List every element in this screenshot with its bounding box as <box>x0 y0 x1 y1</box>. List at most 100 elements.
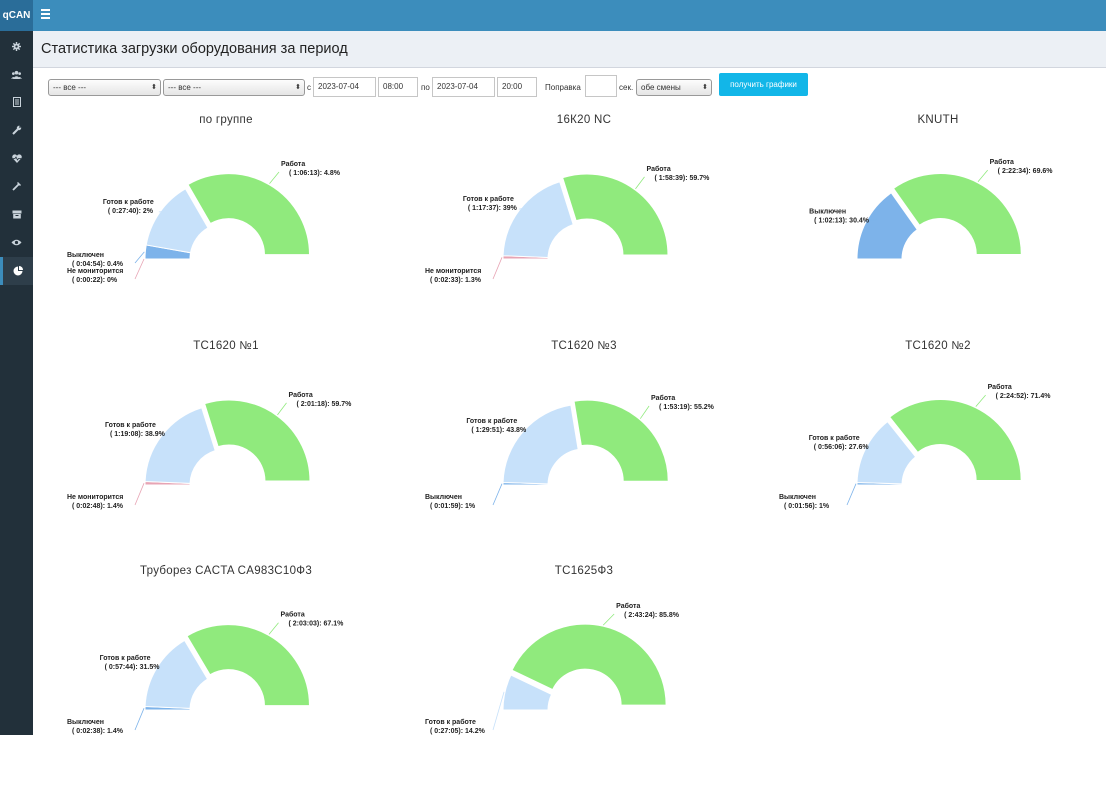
data-label-connector <box>158 209 171 213</box>
eye-icon <box>11 239 22 245</box>
slice-work[interactable] <box>511 623 667 706</box>
sidebar-item-tools[interactable] <box>0 172 33 200</box>
tools-icon <box>11 182 21 191</box>
select-arrows-icon: ⬍ <box>295 84 301 91</box>
data-label-value: ( 0:00:22): 0% <box>72 277 118 284</box>
data-label-value: ( 2:22:34): 69.6% <box>998 168 1054 175</box>
slice-work[interactable] <box>204 399 311 482</box>
data-label-connector <box>160 432 174 436</box>
data-label-value: ( 0:04:54): 0.4% <box>72 261 124 268</box>
data-label-value: ( 0:01:56): 1% <box>784 503 830 510</box>
data-label-value: ( 0:56:06): 27.6% <box>814 444 870 451</box>
data-label-connector <box>635 176 645 190</box>
top-navbar <box>33 0 1106 31</box>
chart-title: TC1620 №3 <box>551 340 617 352</box>
chart-title: TC1620 №2 <box>905 340 971 352</box>
seconds-label: сек. <box>619 83 634 92</box>
pie-chart[interactable]: KNUTH Выключен ( 1:02:13): 30.4% Работа ( 2:… <box>773 114 1103 334</box>
sidebar-item-archive[interactable] <box>0 200 33 228</box>
data-label-connector <box>602 613 615 626</box>
pie-chart[interactable]: Труборез CACTA CA983C10Ф3 Выключен ( 0:02:… <box>61 565 391 785</box>
data-label-name: Готов к работе <box>103 198 154 206</box>
sidebar-item-maintenance[interactable] <box>0 116 33 144</box>
sidebar-item-users[interactable] <box>0 60 33 88</box>
slice-work[interactable] <box>892 173 1022 256</box>
data-label-connector <box>134 251 145 264</box>
data-label-connector <box>492 257 503 280</box>
to-time-input[interactable]: 20:00 <box>497 77 537 97</box>
group-select[interactable]: --- все --- ⬍ <box>48 79 161 96</box>
brand-logo[interactable]: qCAN <box>0 0 33 31</box>
data-label-name: Готов к работе <box>463 195 514 203</box>
select-arrows-icon: ⬍ <box>702 84 708 91</box>
sidebar-item-documents[interactable] <box>0 88 33 116</box>
shift-select-value: обе смены <box>641 83 681 92</box>
data-label-value: ( 1:19:08): 38.9% <box>110 431 166 438</box>
data-label-name: Выключен <box>809 208 846 215</box>
sidebar-item-statistics[interactable] <box>0 257 33 285</box>
data-label-name: Готов к работе <box>425 718 476 726</box>
slice-ready[interactable] <box>144 407 216 484</box>
pie-chart[interactable]: 16К20 NC Не мониторится ( 0:02:33): 1.3% Го… <box>419 114 749 334</box>
data-label-value: ( 1:58:39): 59.7% <box>655 175 711 182</box>
slice-work[interactable] <box>186 624 310 707</box>
data-label-connector <box>639 405 650 419</box>
slice-work[interactable] <box>562 173 669 256</box>
data-label-value: ( 2:01:18): 59.7% <box>297 401 353 408</box>
data-label-connector <box>846 483 857 506</box>
data-label-name: Выключен <box>779 494 816 501</box>
chart-plot: Выключен ( 0:01:56): 1% Готов к работе ( 0:… <box>779 383 1052 510</box>
from-label: с <box>307 83 311 92</box>
pie-chart-icon <box>13 266 23 276</box>
pie-chart[interactable]: TC1625Ф3 Готов к работе ( 0:27:05): 14.2% Р… <box>419 565 749 785</box>
slice-off[interactable] <box>856 192 918 260</box>
data-label-connector <box>492 483 503 506</box>
get-charts-button[interactable]: получить графики <box>719 73 808 96</box>
data-label-name: Работа <box>988 383 1012 391</box>
to-label: по <box>421 83 430 92</box>
slice-ready[interactable] <box>502 674 553 711</box>
sidebar-item-monitoring[interactable] <box>0 144 33 172</box>
data-label-connector <box>975 394 986 407</box>
sidebar-item-view[interactable] <box>0 228 33 256</box>
machine-select[interactable]: --- все --- ⬍ <box>163 79 305 96</box>
chart-plot: Не мониторится ( 0:02:33): 1.3% Готов к ра… <box>425 165 711 284</box>
correction-label: Поправка <box>545 83 581 92</box>
data-label-value: ( 1:53:19): 55.2% <box>659 404 715 411</box>
data-label-connector <box>864 445 877 449</box>
pie-chart[interactable]: TC1620 №2 Выключен ( 0:01:56): 1% Готов к р… <box>773 340 1103 560</box>
slice-ready[interactable] <box>502 181 574 259</box>
chart-plot: Выключен ( 0:01:59): 1% Готов к работе ( 1:… <box>425 394 715 510</box>
pie-chart[interactable]: по группе Не мониторится ( 0:00:22): 0% Вык… <box>61 114 391 334</box>
slice-work[interactable] <box>187 173 311 256</box>
pie-chart[interactable]: TC1620 №3 Выключен ( 0:01:59): 1% Готов к р… <box>419 340 749 560</box>
chart-plot: Не мониторится ( 0:00:22): 0% Выключен ( 0:… <box>67 160 341 284</box>
chart-title: 16К20 NC <box>556 114 612 126</box>
machine-select-value: --- все --- <box>168 83 202 92</box>
data-label-name: Готов к работе <box>100 654 151 662</box>
slice-ready[interactable] <box>144 639 209 709</box>
to-date-input[interactable]: 2023-07-04 <box>432 77 495 97</box>
chart-plot: Выключен ( 1:02:13): 30.4% Работа ( 2:22:34… <box>809 158 1054 260</box>
data-label-connector <box>522 428 535 432</box>
data-label-name: Работа <box>616 602 640 610</box>
data-label-name: Не мониторится <box>425 268 481 275</box>
data-label-value: ( 2:24:52): 71.4% <box>996 393 1052 400</box>
slice-ready[interactable] <box>856 420 917 485</box>
sidebar-item-settings[interactable] <box>0 32 33 60</box>
menu-toggle-icon[interactable] <box>41 9 50 21</box>
group-select-value: --- все --- <box>53 83 87 92</box>
slice-work[interactable] <box>889 399 1022 481</box>
slice-ready[interactable] <box>502 404 579 485</box>
pie-chart[interactable]: TC1620 №1 Не мониторится ( 0:02:48): 1.4% Г… <box>61 340 391 560</box>
data-label-name: Готов к работе <box>809 434 860 442</box>
shift-select[interactable]: обе смены ⬍ <box>636 79 712 96</box>
slice-work[interactable] <box>573 399 669 482</box>
slice-ready[interactable] <box>145 188 209 254</box>
data-label-connector <box>268 622 279 635</box>
from-date-input[interactable]: 2023-07-04 <box>313 77 376 97</box>
from-time-input[interactable]: 08:00 <box>378 77 418 97</box>
correction-input[interactable] <box>585 75 617 97</box>
data-label-value: ( 1:06:13): 4.8% <box>289 170 341 177</box>
chart-title: KNUTH <box>917 114 959 126</box>
